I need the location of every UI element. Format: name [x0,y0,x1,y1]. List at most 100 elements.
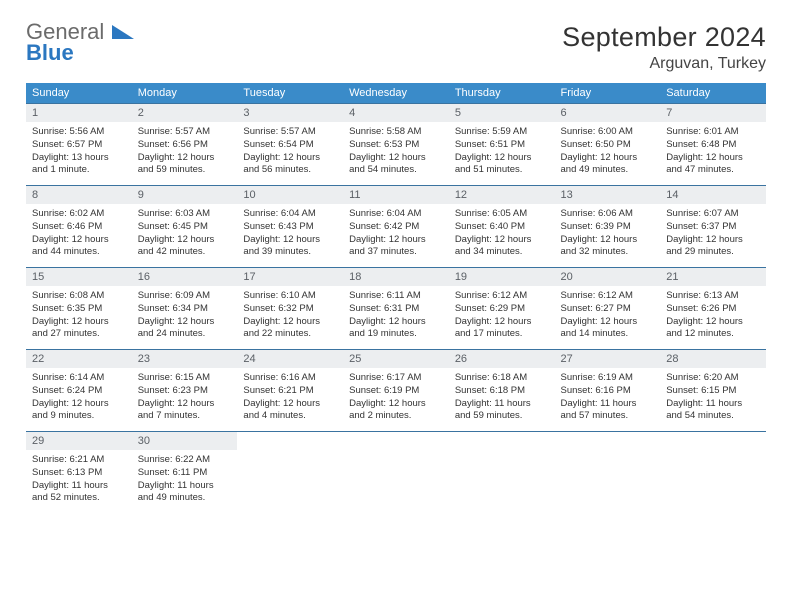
calendar-cell: 20Sunrise: 6:12 AMSunset: 6:27 PMDayligh… [555,268,661,350]
calendar-cell: 30Sunrise: 6:22 AMSunset: 6:11 PMDayligh… [132,432,238,514]
sunset-text: Sunset: 6:11 PM [138,467,208,478]
day-content: Sunrise: 6:01 AMSunset: 6:48 PMDaylight:… [660,122,766,181]
weekday-header: Friday [555,83,661,104]
sunset-text: Sunset: 6:16 PM [561,385,631,396]
sunrise-text: Sunrise: 5:59 AM [455,126,527,137]
weekday-header: Thursday [449,83,555,104]
calendar-cell: 2Sunrise: 5:57 AMSunset: 6:56 PMDaylight… [132,104,238,186]
sunrise-text: Sunrise: 6:12 AM [561,290,633,301]
sunset-text: Sunset: 6:19 PM [349,385,419,396]
day-number: 5 [449,104,555,122]
sunset-text: Sunset: 6:57 PM [32,139,102,150]
calendar-cell: 22Sunrise: 6:14 AMSunset: 6:24 PMDayligh… [26,350,132,432]
calendar-cell: 19Sunrise: 6:12 AMSunset: 6:29 PMDayligh… [449,268,555,350]
sunset-text: Sunset: 6:31 PM [349,303,419,314]
day-number: 13 [555,186,661,204]
calendar-body: 1Sunrise: 5:56 AMSunset: 6:57 PMDaylight… [26,104,766,514]
sunrise-text: Sunrise: 6:15 AM [138,372,210,383]
day-number: 9 [132,186,238,204]
weekday-header: Sunday [26,83,132,104]
day-number: 14 [660,186,766,204]
calendar-cell: 8Sunrise: 6:02 AMSunset: 6:46 PMDaylight… [26,186,132,268]
day-content: Sunrise: 6:02 AMSunset: 6:46 PMDaylight:… [26,204,132,263]
sunset-text: Sunset: 6:54 PM [243,139,313,150]
calendar-cell: 4Sunrise: 5:58 AMSunset: 6:53 PMDaylight… [343,104,449,186]
daylight-text: Daylight: 12 hours and 54 minutes. [349,152,426,176]
sunset-text: Sunset: 6:42 PM [349,221,419,232]
sunset-text: Sunset: 6:24 PM [32,385,102,396]
sunrise-text: Sunrise: 6:03 AM [138,208,210,219]
day-number: 23 [132,350,238,368]
day-number: 16 [132,268,238,286]
day-content: Sunrise: 5:58 AMSunset: 6:53 PMDaylight:… [343,122,449,181]
day-content: Sunrise: 6:20 AMSunset: 6:15 PMDaylight:… [660,368,766,427]
sunset-text: Sunset: 6:53 PM [349,139,419,150]
day-content: Sunrise: 6:08 AMSunset: 6:35 PMDaylight:… [26,286,132,345]
sunrise-text: Sunrise: 6:01 AM [666,126,738,137]
daylight-text: Daylight: 11 hours and 49 minutes. [138,480,214,504]
daylight-text: Daylight: 12 hours and 27 minutes. [32,316,109,340]
weekday-header: Monday [132,83,238,104]
title-block: September 2024 Arguvan, Turkey [562,22,766,73]
calendar-cell: 13Sunrise: 6:06 AMSunset: 6:39 PMDayligh… [555,186,661,268]
day-number: 28 [660,350,766,368]
logo: General Blue [26,22,134,64]
daylight-text: Daylight: 11 hours and 54 minutes. [666,398,742,422]
calendar-cell: .. [660,432,766,514]
sunrise-text: Sunrise: 6:04 AM [349,208,421,219]
sunset-text: Sunset: 6:23 PM [138,385,208,396]
sunrise-text: Sunrise: 6:02 AM [32,208,104,219]
day-content: Sunrise: 6:09 AMSunset: 6:34 PMDaylight:… [132,286,238,345]
day-number: 19 [449,268,555,286]
day-number: 17 [237,268,343,286]
sunrise-text: Sunrise: 6:06 AM [561,208,633,219]
sunrise-text: Sunrise: 5:57 AM [243,126,315,137]
page-title: September 2024 [562,22,766,53]
day-content: Sunrise: 6:15 AMSunset: 6:23 PMDaylight:… [132,368,238,427]
day-content: Sunrise: 6:19 AMSunset: 6:16 PMDaylight:… [555,368,661,427]
calendar-cell: .. [555,432,661,514]
calendar-cell: 6Sunrise: 6:00 AMSunset: 6:50 PMDaylight… [555,104,661,186]
calendar-cell: 28Sunrise: 6:20 AMSunset: 6:15 PMDayligh… [660,350,766,432]
calendar-cell: .. [343,432,449,514]
sunset-text: Sunset: 6:40 PM [455,221,525,232]
daylight-text: Daylight: 12 hours and 32 minutes. [561,234,638,258]
sunset-text: Sunset: 6:34 PM [138,303,208,314]
day-content: Sunrise: 6:04 AMSunset: 6:42 PMDaylight:… [343,204,449,263]
day-content: Sunrise: 6:06 AMSunset: 6:39 PMDaylight:… [555,204,661,263]
day-content: Sunrise: 6:22 AMSunset: 6:11 PMDaylight:… [132,450,238,509]
calendar-cell: 17Sunrise: 6:10 AMSunset: 6:32 PMDayligh… [237,268,343,350]
daylight-text: Daylight: 12 hours and 2 minutes. [349,398,426,422]
sunset-text: Sunset: 6:21 PM [243,385,313,396]
day-number: 15 [26,268,132,286]
sunrise-text: Sunrise: 6:16 AM [243,372,315,383]
day-number: 1 [26,104,132,122]
sunrise-text: Sunrise: 6:11 AM [349,290,421,301]
calendar-row: 1Sunrise: 5:56 AMSunset: 6:57 PMDaylight… [26,104,766,186]
daylight-text: Daylight: 12 hours and 39 minutes. [243,234,320,258]
daylight-text: Daylight: 12 hours and 56 minutes. [243,152,320,176]
calendar-cell: 12Sunrise: 6:05 AMSunset: 6:40 PMDayligh… [449,186,555,268]
sunset-text: Sunset: 6:51 PM [455,139,525,150]
day-content: Sunrise: 6:18 AMSunset: 6:18 PMDaylight:… [449,368,555,427]
calendar-cell: 24Sunrise: 6:16 AMSunset: 6:21 PMDayligh… [237,350,343,432]
day-content: Sunrise: 6:11 AMSunset: 6:31 PMDaylight:… [343,286,449,345]
day-content: Sunrise: 6:21 AMSunset: 6:13 PMDaylight:… [26,450,132,509]
day-number: 6 [555,104,661,122]
day-content: Sunrise: 5:59 AMSunset: 6:51 PMDaylight:… [449,122,555,181]
day-content: Sunrise: 6:16 AMSunset: 6:21 PMDaylight:… [237,368,343,427]
day-number: 25 [343,350,449,368]
weekday-header: Tuesday [237,83,343,104]
sunset-text: Sunset: 6:37 PM [666,221,736,232]
sunrise-text: Sunrise: 6:10 AM [243,290,315,301]
calendar-cell: 14Sunrise: 6:07 AMSunset: 6:37 PMDayligh… [660,186,766,268]
day-content: Sunrise: 6:03 AMSunset: 6:45 PMDaylight:… [132,204,238,263]
sunrise-text: Sunrise: 6:12 AM [455,290,527,301]
day-number: 26 [449,350,555,368]
daylight-text: Daylight: 12 hours and 14 minutes. [561,316,638,340]
sunset-text: Sunset: 6:46 PM [32,221,102,232]
day-number: 22 [26,350,132,368]
calendar-cell: 27Sunrise: 6:19 AMSunset: 6:16 PMDayligh… [555,350,661,432]
sunset-text: Sunset: 6:13 PM [32,467,102,478]
day-content: Sunrise: 5:57 AMSunset: 6:56 PMDaylight:… [132,122,238,181]
